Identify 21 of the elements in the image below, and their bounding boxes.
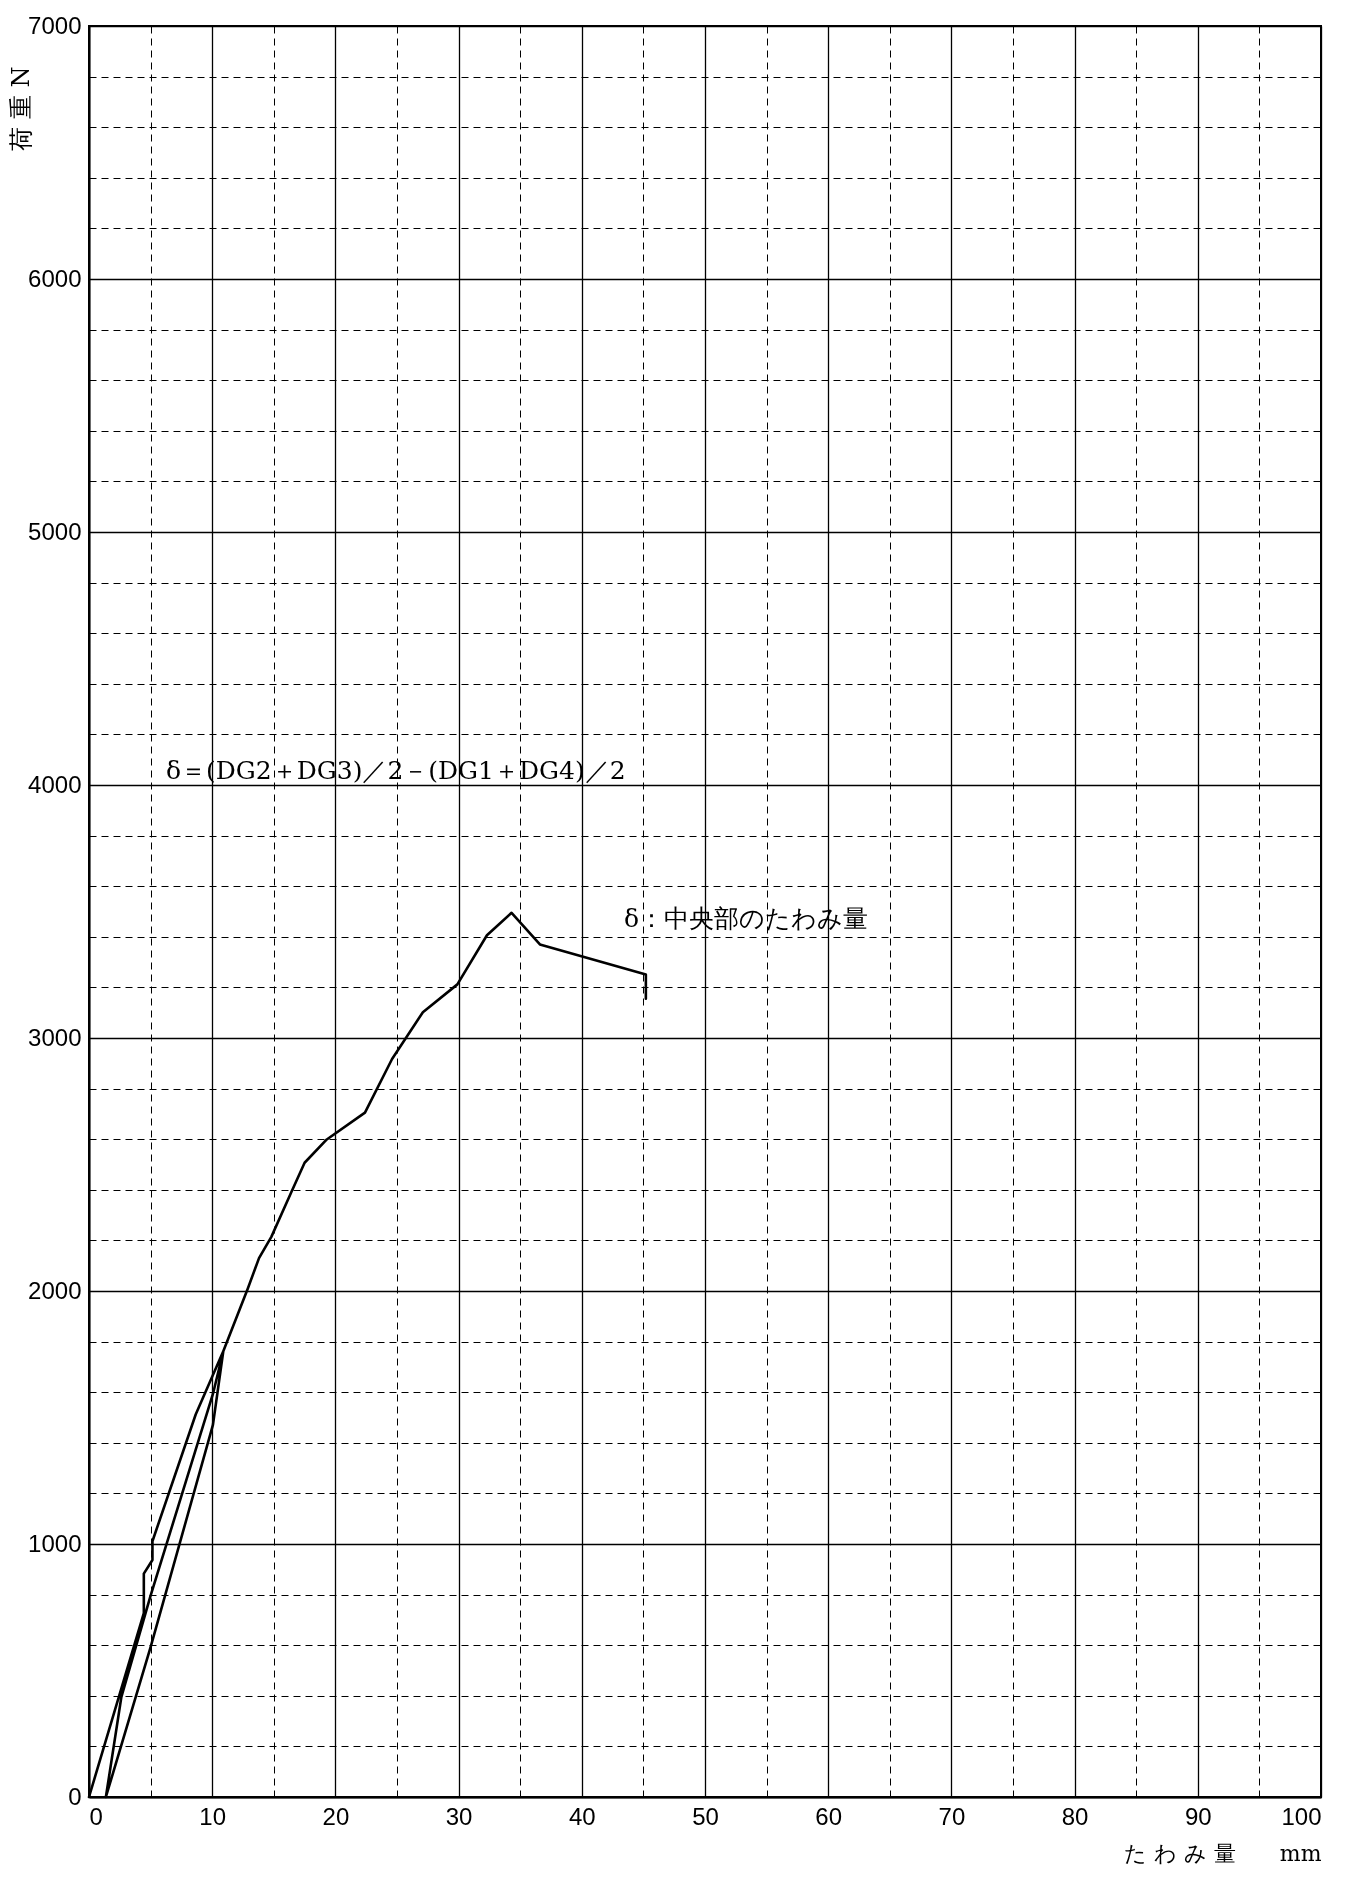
y-tick-label: 0 (68, 1782, 82, 1810)
x-tick-label: 90 (1184, 1802, 1212, 1830)
x-tick-label: 50 (692, 1802, 719, 1830)
x-tick-label: 100 (1281, 1802, 1322, 1830)
y-tick-label: 3000 (28, 1023, 82, 1051)
y-tick-label: 5000 (28, 517, 82, 545)
x-tick-label: 80 (1061, 1802, 1089, 1830)
y-tick-label: 2000 (28, 1276, 82, 1304)
y-tick-label: 6000 (28, 264, 82, 292)
y-tick-label: 4000 (28, 770, 82, 798)
y-axis-title: 荷 重 N (6, 66, 35, 151)
x-tick-label: 30 (445, 1802, 473, 1830)
x-tick-label: 40 (568, 1802, 596, 1830)
x-axis-title: た わ み 量 mm (1123, 1840, 1322, 1866)
x-tick-label: 0 (89, 1802, 103, 1830)
x-tick-label: 10 (199, 1802, 227, 1830)
x-tick-label: 70 (938, 1802, 966, 1830)
y-tick-label: 1000 (28, 1529, 82, 1557)
x-tick-label: 60 (815, 1802, 843, 1830)
y-tick-label: 7000 (28, 11, 82, 39)
x-tick-label: 20 (322, 1802, 350, 1830)
